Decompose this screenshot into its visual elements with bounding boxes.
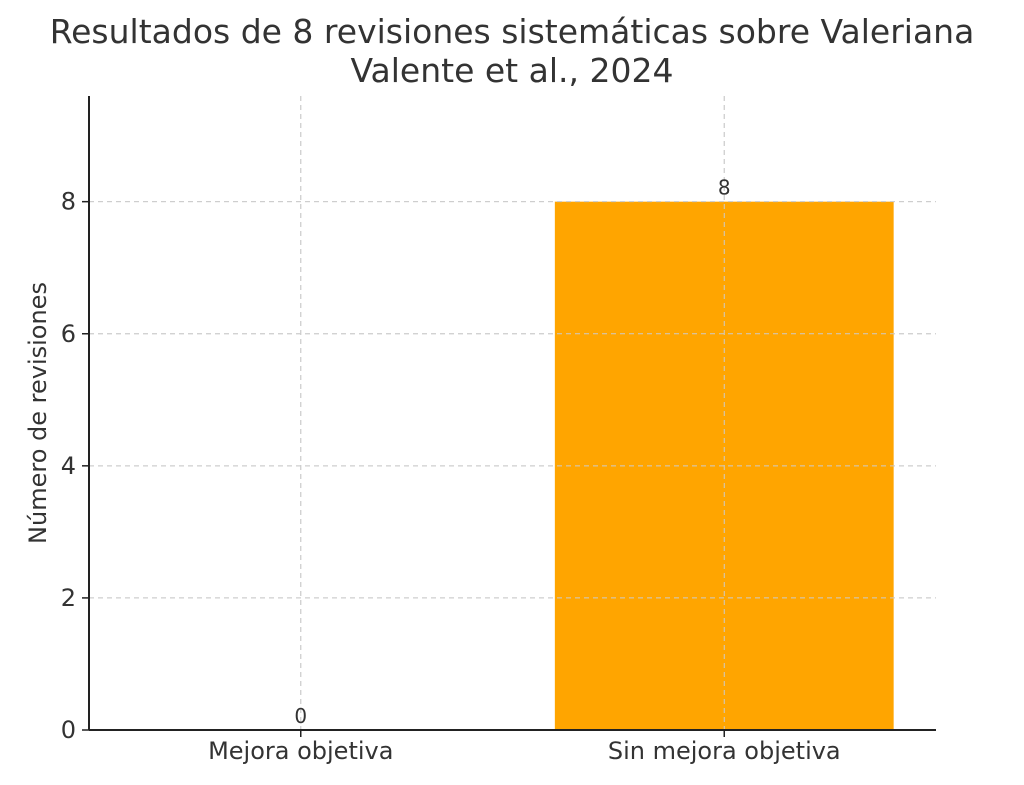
y-axis-label: Número de revisiones	[24, 282, 52, 544]
axes	[82, 96, 936, 737]
x-tick-label: Mejora objetiva	[208, 737, 393, 765]
x-tick-label: Sin mejora objetiva	[608, 737, 841, 765]
labels: 0 2 4 6 8 Mejora objetiva Sin mejora objetiva 0…	[61, 176, 841, 765]
y-tick-label: 4	[61, 452, 76, 480]
y-tick-label: 8	[61, 188, 76, 216]
bar-data-label: 0	[294, 704, 307, 728]
bar-data-label: 8	[718, 176, 731, 200]
y-tick-label: 2	[61, 584, 76, 612]
chart-title: Resultados de 8 revisiones sistemáticas …	[50, 12, 975, 51]
y-tick-label: 6	[61, 320, 76, 348]
chart-subtitle: Valente et al., 2024	[351, 51, 674, 90]
bars	[89, 96, 936, 730]
y-tick-label: 0	[61, 716, 76, 744]
